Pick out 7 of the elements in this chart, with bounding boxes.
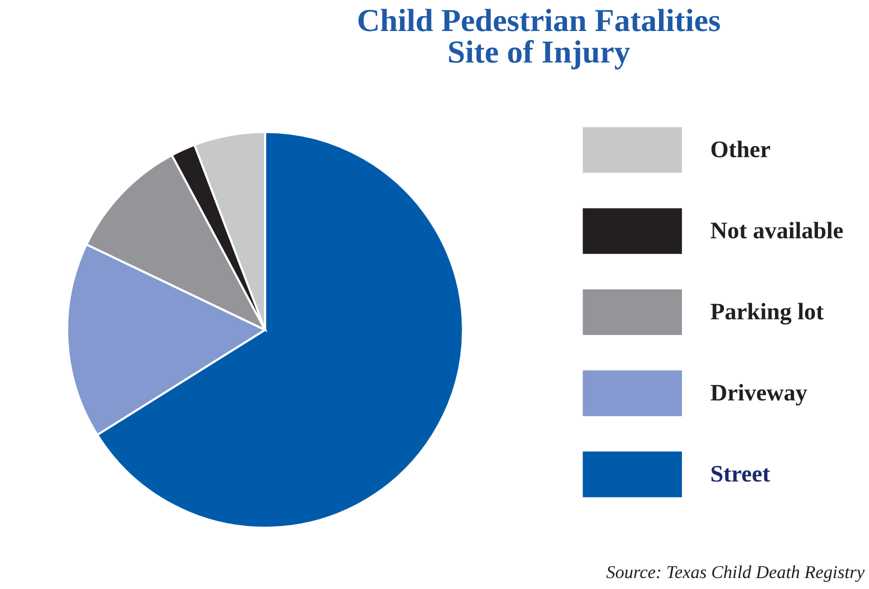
legend-label: Not available [710, 222, 843, 238]
source-note: Source: Texas Child Death Registry [606, 566, 865, 582]
chart-title: Child Pedestrian Fatalities Site of Injury [358, 8, 720, 70]
legend-label: Street [712, 466, 770, 482]
legend-label: Driveway [710, 384, 808, 406]
legend-label: Other [711, 140, 770, 158]
legend-label: Parking lot [710, 302, 824, 325]
